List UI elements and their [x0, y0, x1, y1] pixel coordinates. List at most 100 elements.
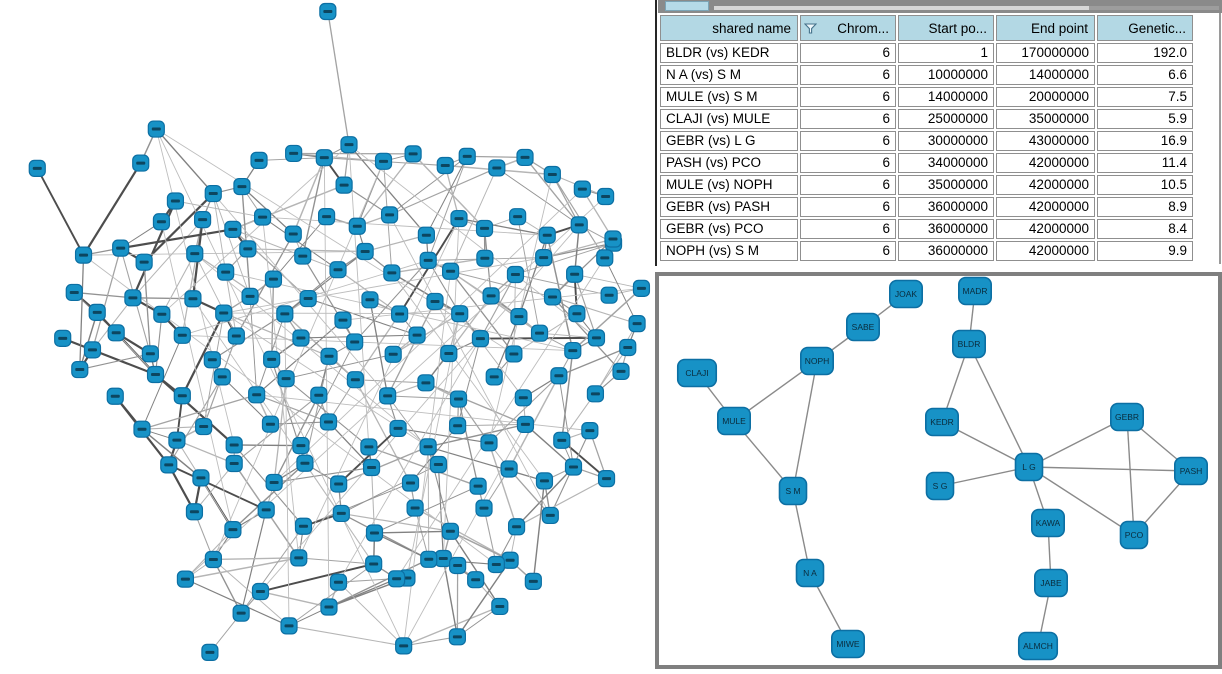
network-node[interactable] [418, 375, 434, 391]
network-node[interactable] [449, 629, 465, 645]
network-node[interactable] [202, 644, 218, 660]
network-node[interactable] [225, 522, 241, 538]
network-node[interactable] [384, 265, 400, 281]
network-node[interactable] [214, 369, 230, 385]
network-node[interactable] [420, 252, 436, 268]
network-node[interactable] [515, 390, 531, 406]
network-node[interactable] [174, 327, 190, 343]
network-node[interactable] [380, 388, 396, 404]
network-node[interactable] [542, 507, 558, 523]
network-node[interactable] [321, 348, 337, 364]
network-node[interactable] [506, 346, 522, 362]
network-node[interactable] [218, 264, 234, 280]
scrollbar-track[interactable] [714, 6, 1089, 10]
network-node[interactable] [409, 327, 425, 343]
network-node[interactable] [311, 387, 327, 403]
network-node[interactable] [278, 371, 294, 387]
network-node[interactable] [226, 455, 242, 471]
network-node[interactable] [588, 330, 604, 346]
network-node[interactable] [509, 519, 525, 535]
node-SABE[interactable]: SABE [847, 314, 879, 341]
network-node[interactable] [430, 457, 446, 473]
network-node[interactable] [366, 525, 382, 541]
node-MIWE[interactable]: MIWE [832, 631, 864, 658]
filter-funnel-icon[interactable] [804, 23, 817, 34]
network-node[interactable] [536, 473, 552, 489]
network-node[interactable] [544, 167, 560, 183]
network-node[interactable] [597, 250, 613, 266]
network-node[interactable] [620, 339, 636, 355]
network-node[interactable] [113, 240, 129, 256]
network-node[interactable] [286, 145, 302, 161]
network-node[interactable] [536, 250, 552, 266]
network-node[interactable] [193, 470, 209, 486]
network-node[interactable] [476, 500, 492, 516]
network-node[interactable] [486, 369, 502, 385]
network-node[interactable] [125, 290, 141, 306]
network-node[interactable] [364, 460, 380, 476]
network-node[interactable] [225, 221, 241, 237]
network-node[interactable] [517, 416, 533, 432]
network-node[interactable] [216, 305, 232, 321]
network-node[interactable] [545, 289, 561, 305]
network-node[interactable] [405, 146, 421, 162]
network-node[interactable] [161, 457, 177, 473]
network-node[interactable] [403, 475, 419, 491]
network-node[interactable] [333, 505, 349, 521]
network-node[interactable] [554, 432, 570, 448]
network-node[interactable] [574, 181, 590, 197]
network-node[interactable] [293, 438, 309, 454]
column-header-genetic[interactable]: Genetic... [1097, 15, 1193, 41]
network-node[interactable] [435, 551, 451, 567]
network-node[interactable] [187, 246, 203, 262]
network-node[interactable] [341, 137, 357, 153]
network-node[interactable] [421, 551, 437, 567]
network-node[interactable] [551, 368, 567, 384]
network-node[interactable] [633, 280, 649, 296]
network-node[interactable] [249, 387, 265, 403]
network-node[interactable] [347, 334, 363, 350]
network-node[interactable] [300, 291, 316, 307]
network-node[interactable] [335, 312, 351, 328]
network-node[interactable] [251, 152, 267, 168]
network-node[interactable] [565, 459, 581, 475]
network-node[interactable] [72, 362, 88, 378]
node-PCO[interactable]: PCO [1121, 522, 1148, 549]
node-CLAJI[interactable]: CLAJI [678, 360, 717, 387]
column-header-chromosome[interactable]: Chrom... [800, 15, 896, 41]
network-node[interactable] [55, 330, 71, 346]
network-node[interactable] [153, 214, 169, 230]
network-node[interactable] [148, 121, 164, 137]
column-header-end-point[interactable]: End point [996, 15, 1095, 41]
network-node[interactable] [29, 160, 45, 176]
network-node[interactable] [390, 420, 406, 436]
network-node[interactable] [240, 241, 256, 257]
network-node[interactable] [66, 284, 82, 300]
network-node[interactable] [330, 574, 346, 590]
network-node[interactable] [501, 461, 517, 477]
network-node[interactable] [376, 153, 392, 169]
network-node[interactable] [511, 309, 527, 325]
network-node[interactable] [331, 476, 347, 492]
network-node[interactable] [510, 209, 526, 225]
network-node[interactable] [108, 325, 124, 341]
network-node[interactable] [382, 207, 398, 223]
network-node[interactable] [629, 316, 645, 332]
network-node[interactable] [437, 158, 453, 174]
network-node[interactable] [262, 416, 278, 432]
network-node[interactable] [319, 209, 335, 225]
network-node[interactable] [291, 550, 307, 566]
network-node[interactable] [427, 293, 443, 309]
network-node[interactable] [451, 211, 467, 227]
network-node[interactable] [330, 262, 346, 278]
network-node[interactable] [177, 571, 193, 587]
network-node[interactable] [392, 306, 408, 322]
